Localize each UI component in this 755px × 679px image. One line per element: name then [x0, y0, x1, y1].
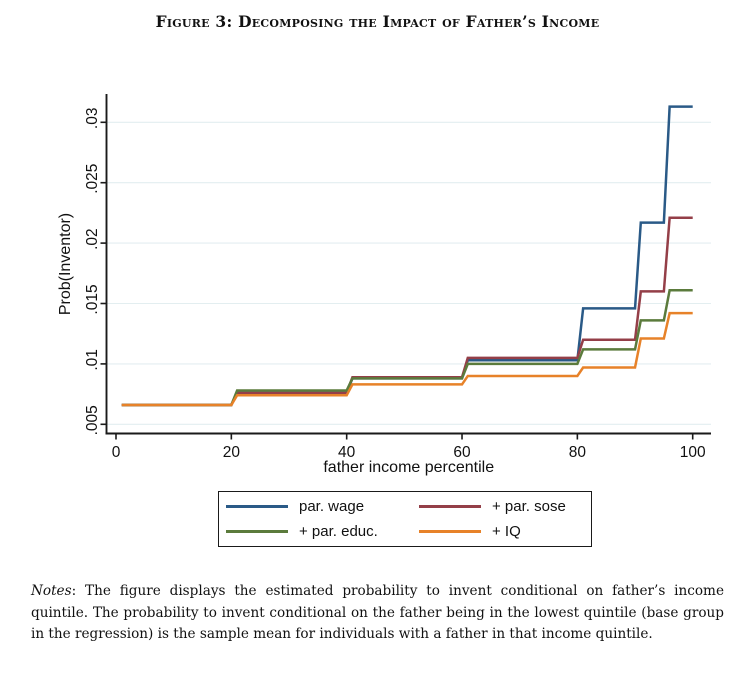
y-gridlines: [107, 121, 711, 425]
svg-text:.01: .01: [84, 349, 101, 371]
svg-text:.03: .03: [84, 108, 101, 130]
svg-text:80: 80: [569, 444, 587, 461]
svg-text:.02: .02: [84, 228, 101, 250]
series-line-par-educ: [121, 288, 693, 407]
series-line-par-wage: [121, 105, 693, 407]
y-axis-label: Prob(Inventor): [57, 213, 74, 315]
svg-text:0: 0: [112, 444, 121, 461]
legend-swatch-par-educ: [226, 530, 288, 533]
legend-swatch-iq: [419, 530, 481, 533]
x-axis-label: father income percentile: [323, 459, 494, 476]
chart-svg: 0 20 40 60 80 100 .005 .01 .015 .02 .025 .03 father …: [57, 94, 711, 476]
notes-label: Notes: [31, 583, 72, 599]
legend-swatch-par-wage: [226, 505, 288, 508]
y-tick-labels: .005 .01 .015 .02 .025 .03: [84, 108, 107, 435]
series-line-par-sose: [121, 216, 693, 407]
x-tick-labels: 0 20 40 60 80 100: [112, 433, 706, 461]
legend-item-par-sose: + par. sose: [419, 495, 591, 519]
svg-text:60: 60: [453, 444, 471, 461]
svg-text:.015: .015: [84, 284, 101, 314]
svg-text:20: 20: [223, 444, 241, 461]
legend-label-par-sose: + par. sose: [492, 498, 566, 515]
legend-label-iq: + IQ: [492, 523, 521, 540]
legend-item-par-wage: par. wage: [226, 495, 419, 519]
legend-swatch-par-sose: [419, 505, 481, 508]
svg-text:.025: .025: [84, 164, 101, 194]
series-line-iq: [121, 311, 693, 407]
chart-legend: par. wage + par. sose + par. educ. + IQ: [218, 491, 592, 547]
svg-text:40: 40: [338, 444, 356, 461]
legend-label-par-educ: + par. educ.: [299, 523, 378, 540]
svg-text:.005: .005: [84, 405, 101, 435]
legend-item-par-educ: + par. educ.: [226, 520, 419, 544]
series-lines: [121, 105, 693, 407]
svg-text:100: 100: [680, 444, 706, 461]
notes-text: : The figure displays the estimated prob…: [31, 583, 724, 643]
legend-label-par-wage: par. wage: [299, 498, 365, 515]
figure-notes: Notes: The figure displays the estimated…: [31, 581, 724, 646]
figure-title: Figure 3: Decomposing the Impact of Fath…: [155, 12, 600, 31]
legend-item-iq: + IQ: [419, 520, 591, 544]
